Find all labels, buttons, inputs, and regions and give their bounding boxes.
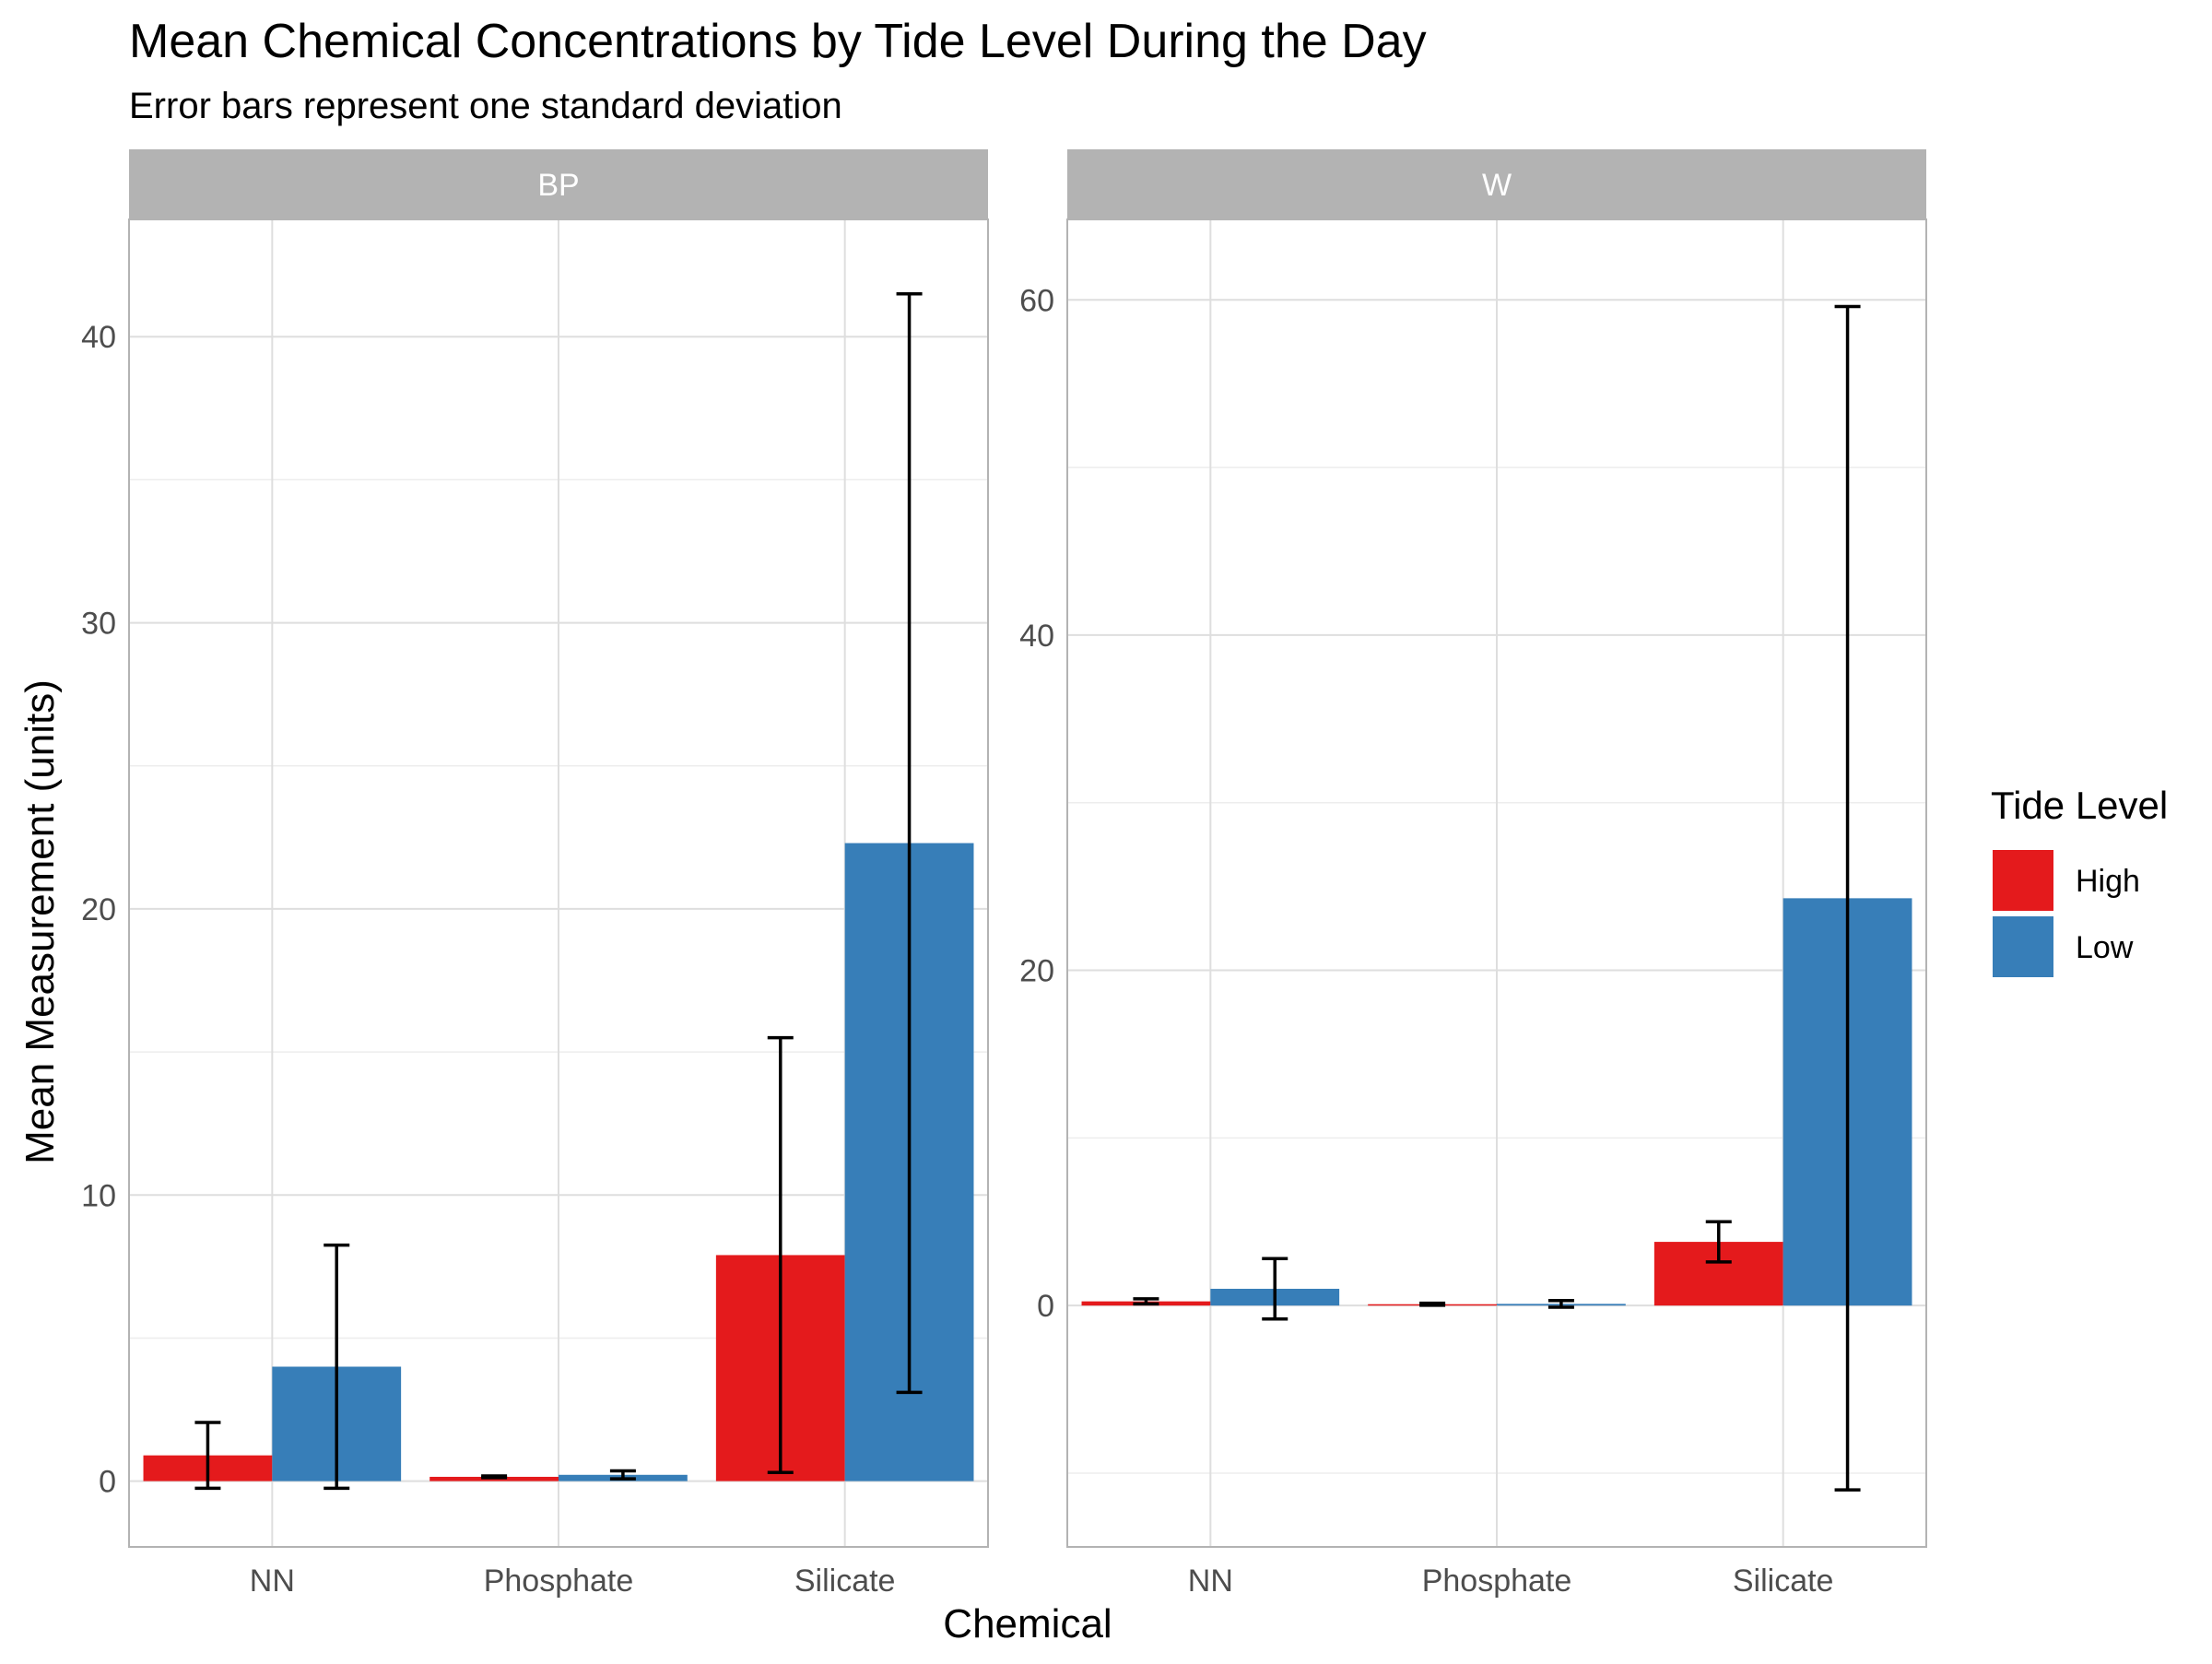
x-tick-label: Phosphate (484, 1564, 634, 1599)
facet-strip (129, 149, 988, 219)
panel-border (1066, 218, 1927, 1548)
y-tick-label: 40 (1019, 619, 1054, 654)
facet-strip (1067, 149, 1926, 219)
chart-title: Mean Chemical Concentrations by Tide Lev… (129, 15, 1427, 68)
y-tick-label: 30 (81, 607, 116, 642)
facet-panel-bp: BP 0 10 20 30 40 NN Phosphate Silicate (81, 149, 989, 1599)
error-bar (896, 291, 923, 1395)
y-tick-label: 20 (81, 892, 116, 927)
error-bar (609, 1469, 636, 1481)
error-bar (1133, 1297, 1159, 1306)
x-tick-label: NN (1188, 1564, 1233, 1599)
error-bar (1262, 1257, 1288, 1321)
legend: Tide Level High Low (1991, 784, 2168, 977)
legend-label-low: Low (2076, 930, 2134, 965)
error-bar (767, 1035, 794, 1475)
facet-panel-w: W 0 20 40 60 NN Phosphate Silicate (1019, 149, 1927, 1599)
y-tick-label: 60 (1019, 283, 1054, 318)
error-bar (324, 1243, 350, 1491)
x-tick-label: Phosphate (1422, 1564, 1572, 1599)
y-tick-label: 40 (81, 320, 116, 355)
x-tick-label: Silicate (1733, 1564, 1834, 1599)
error-bar (481, 1474, 508, 1480)
facet-strip-label: BP (537, 168, 579, 203)
error-bar (1419, 1301, 1446, 1307)
y-tick-label: 0 (1037, 1289, 1054, 1324)
x-tick-label: NN (250, 1564, 295, 1599)
x-axis-title: Chemical (943, 1601, 1112, 1646)
error-bar (194, 1421, 221, 1491)
x-tick-label: Silicate (794, 1564, 896, 1599)
legend-key-low (1993, 916, 2053, 977)
panel-border (128, 218, 989, 1548)
facet-strip-label: W (1482, 168, 1512, 203)
y-tick-label: 10 (81, 1178, 116, 1213)
error-bar (1547, 1298, 1574, 1309)
facet-panels: BP 0 10 20 30 40 NN Phosphate Silicate W 0 20 40 60 NN… (81, 149, 1927, 1599)
legend-key-high (1993, 850, 2053, 911)
error-bar (1834, 304, 1861, 1492)
chart-subtitle: Error bars represent one standard deviat… (129, 86, 842, 126)
legend-label-high: High (2076, 864, 2140, 899)
y-axis-title: Mean Measurement (units) (18, 679, 63, 1164)
legend-title: Tide Level (1991, 784, 2168, 827)
error-bar (1705, 1220, 1732, 1264)
y-tick-label: 20 (1019, 954, 1054, 989)
y-tick-label: 0 (99, 1465, 116, 1500)
